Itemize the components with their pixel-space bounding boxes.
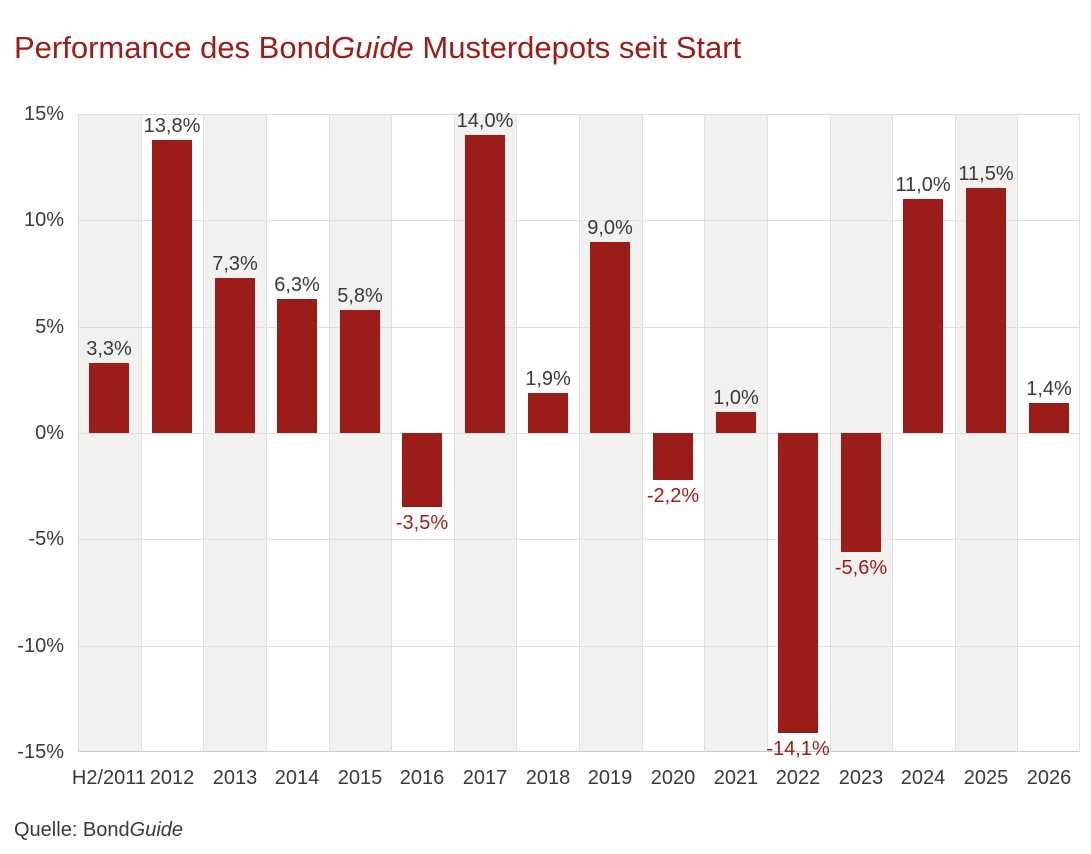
- bar-2026: [1029, 403, 1069, 433]
- vertical-gridline: [329, 114, 330, 752]
- value-label-2022: -14,1%: [766, 738, 830, 760]
- bar-2017: [465, 135, 505, 433]
- x-axis-label-2017: 2017: [462, 767, 508, 789]
- vertical-gridline: [955, 114, 956, 752]
- vertical-gridline: [579, 114, 580, 752]
- source-italic: Guide: [129, 819, 184, 841]
- value-label-2014: 6,3%: [274, 274, 320, 296]
- value-label-2024: 11,0%: [895, 174, 951, 196]
- y-axis-label-10%: 10%: [23, 209, 64, 231]
- bar-2018: [528, 393, 568, 433]
- value-label-2019: 9,0%: [587, 217, 633, 239]
- x-axis-label-2015: 2015: [337, 767, 383, 789]
- x-axis-label-2025: 2025: [963, 767, 1009, 789]
- bar-2012: [152, 140, 192, 433]
- bar-chart-plot-area: 3,3% 13,8% 7,3% 6,3% 5,8% -3,5% 14,0% 1,9% 9,0% -…: [17, 103, 1080, 789]
- vertical-gridline: [78, 114, 79, 752]
- x-axis-label-2013: 2013: [212, 767, 258, 789]
- chart-title-part2: Musterdepots seit Start: [413, 29, 742, 65]
- chart-title-part1: Performance des Bond: [14, 29, 332, 65]
- chart-title: Performance des BondGuide Musterdepots s…: [14, 29, 741, 67]
- vertical-gridline: [391, 114, 392, 752]
- y-axis-label--5%: -5%: [28, 528, 64, 550]
- x-axis-label-2014: 2014: [274, 767, 320, 789]
- bar-2014: [277, 299, 317, 433]
- x-axis-label-2012: 2012: [149, 767, 195, 789]
- x-axis-label-2020: 2020: [650, 767, 696, 789]
- x-axis-label-2024: 2024: [900, 767, 946, 789]
- value-label-2023: -5,6%: [834, 557, 888, 579]
- bar-2023: [841, 433, 881, 552]
- value-label-2021: 1,0%: [713, 387, 759, 409]
- x-axis-label-H2/2011: H2/2011: [71, 767, 147, 789]
- value-label-2017: 14,0%: [456, 110, 514, 132]
- bar-2013: [215, 278, 255, 433]
- bar-2016: [402, 433, 442, 507]
- bar-2022: [778, 433, 818, 733]
- source-caption: Quelle: BondGuide: [14, 818, 183, 842]
- value-label-2015: 5,8%: [337, 285, 383, 307]
- bar-2019: [590, 242, 630, 433]
- x-axis-label-2016: 2016: [399, 767, 445, 789]
- value-label-2018: 1,9%: [525, 368, 571, 390]
- x-axis-label-2022: 2022: [775, 767, 821, 789]
- bar-2015: [340, 310, 380, 433]
- source-prefix: Quelle: Bond: [14, 819, 130, 841]
- value-label-H2/2011: 3,3%: [86, 338, 132, 360]
- y-axis-label--10%: -10%: [17, 635, 64, 657]
- bar-2025: [966, 188, 1006, 433]
- vertical-gridline: [454, 114, 455, 752]
- value-label-2025: 11,5%: [958, 163, 1014, 185]
- vertical-gridline: [516, 114, 517, 752]
- bar-2024: [903, 199, 943, 433]
- bar-2021: [716, 412, 756, 433]
- y-axis-label-15%: 15%: [23, 103, 64, 125]
- vertical-gridline: [266, 114, 267, 752]
- vertical-gridline: [767, 114, 768, 752]
- vertical-gridline: [830, 114, 831, 752]
- x-axis-label-2026: 2026: [1026, 767, 1072, 789]
- chart-title-italic: Guide: [331, 29, 414, 65]
- x-axis-label-2023: 2023: [838, 767, 884, 789]
- vertical-gridline: [892, 114, 893, 752]
- value-label-2026: 1,4%: [1026, 378, 1072, 400]
- value-label-2016: -3,5%: [395, 512, 449, 534]
- vertical-gridline: [141, 114, 142, 752]
- vertical-gridline: [203, 114, 204, 752]
- value-label-2013: 7,3%: [212, 253, 258, 275]
- bar-2020: [653, 433, 693, 480]
- vertical-gridline: [1079, 114, 1080, 752]
- vertical-gridline: [642, 114, 643, 752]
- y-axis-label-5%: 5%: [35, 316, 64, 338]
- value-label-2012: 13,8%: [143, 115, 201, 137]
- value-label-2020: -2,2%: [646, 485, 700, 507]
- vertical-gridline: [704, 114, 705, 752]
- vertical-gridline: [1017, 114, 1018, 752]
- y-axis-label-0%: 0%: [35, 422, 64, 444]
- bar-H2/2011: [89, 363, 129, 433]
- y-axis-label--15%: -15%: [17, 741, 64, 763]
- x-axis-label-2021: 2021: [713, 767, 759, 789]
- x-axis-label-2018: 2018: [525, 767, 571, 789]
- x-axis-label-2019: 2019: [587, 767, 633, 789]
